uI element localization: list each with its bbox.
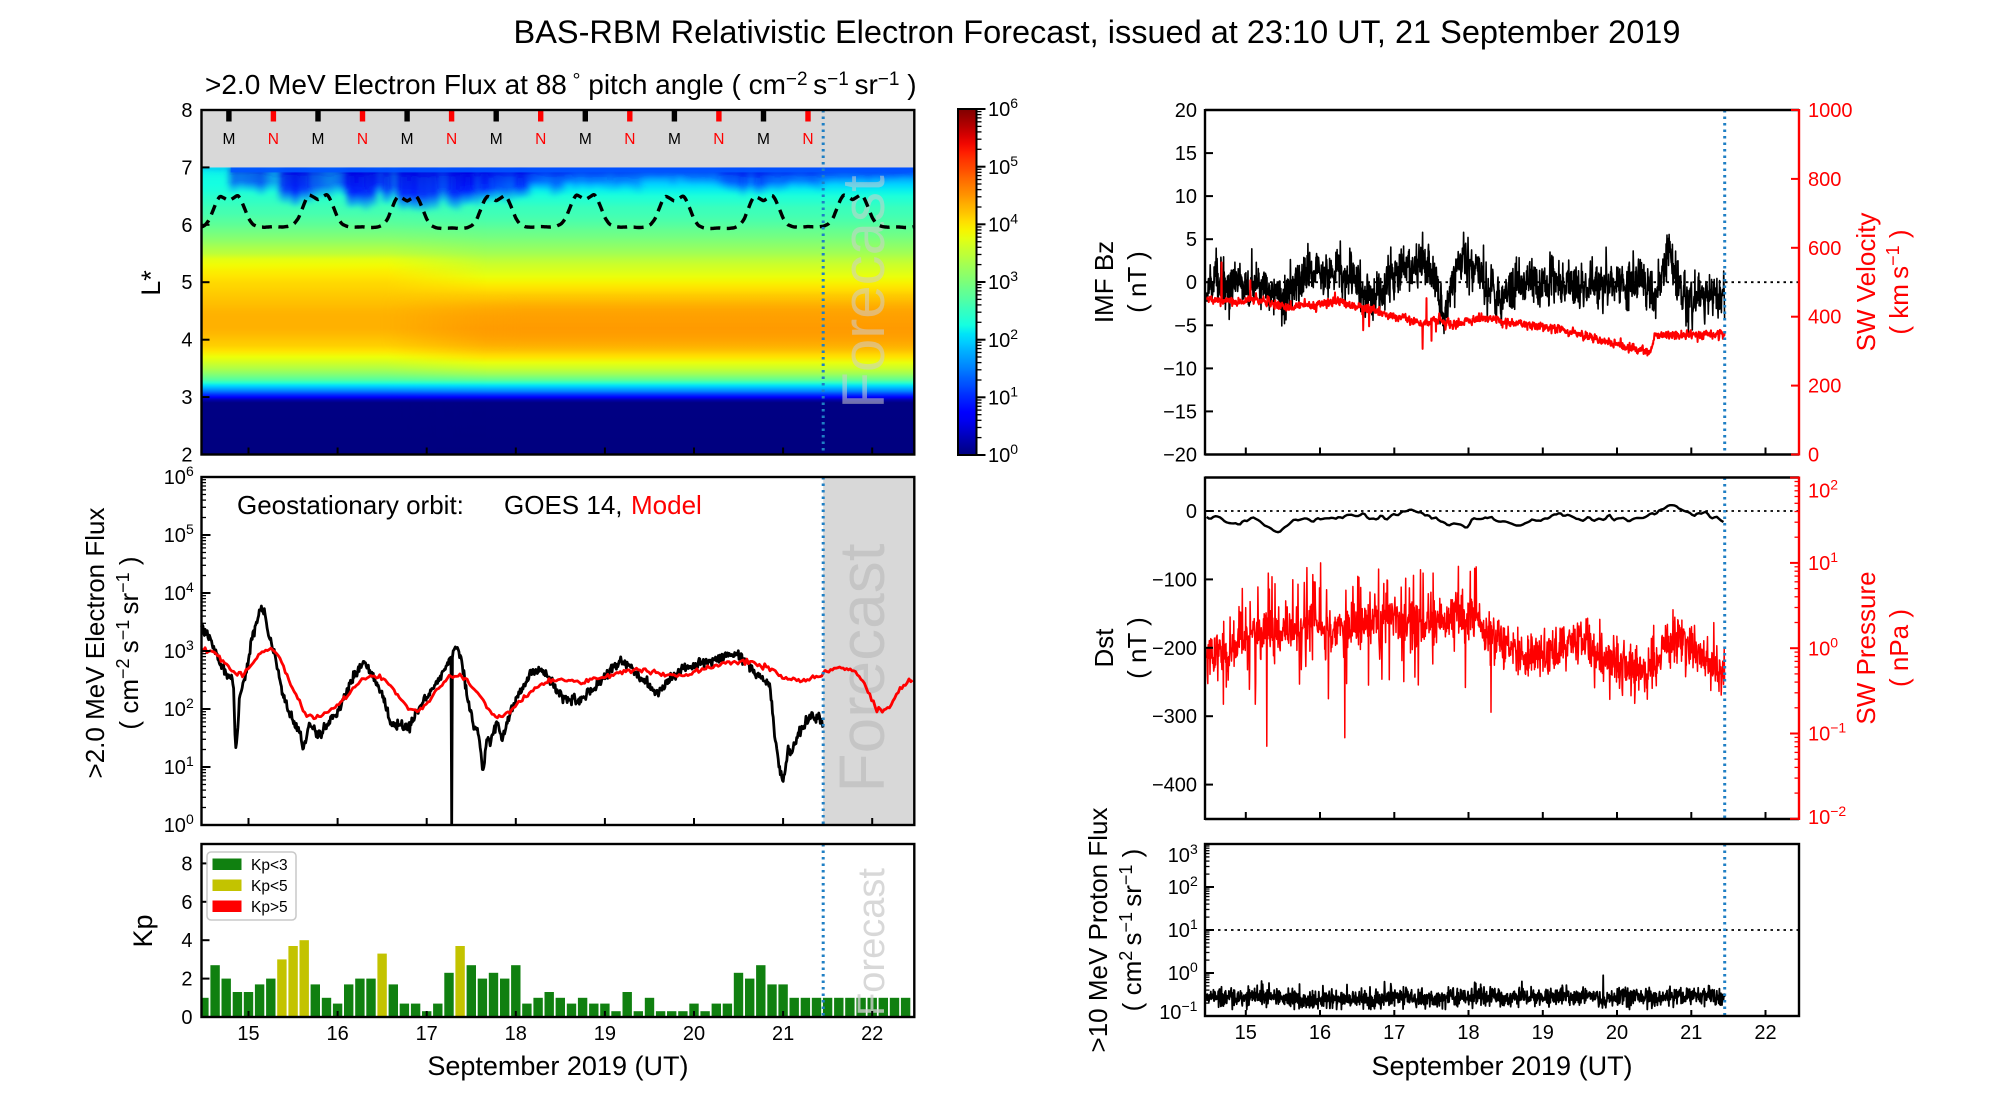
svg-text:Forecast: Forecast <box>830 175 897 409</box>
svg-text:21: 21 <box>1680 1022 1702 1044</box>
svg-text:10: 10 <box>1175 186 1197 208</box>
svg-text:Model: Model <box>631 490 702 520</box>
svg-text:M: M <box>490 131 503 148</box>
svg-text:15: 15 <box>1175 143 1197 165</box>
svg-text:10−1: 10−1 <box>1808 720 1846 746</box>
svg-text:SW Velocity: SW Velocity <box>1851 213 1881 352</box>
svg-text:N: N <box>624 131 635 148</box>
svg-text:1000: 1000 <box>1808 100 1853 122</box>
svg-text:Forecast: Forecast <box>851 868 893 1016</box>
svg-text:>2.0 MeV Electron Flux at 88 °: >2.0 MeV Electron Flux at 88 ° pitch ang… <box>205 69 917 100</box>
svg-text:N: N <box>268 131 279 148</box>
svg-text:BAS-RBM Relativistic Electron: BAS-RBM Relativistic Electron Forecast, … <box>514 14 1681 50</box>
svg-text:15: 15 <box>237 1023 259 1045</box>
svg-text:−10: −10 <box>1163 358 1197 380</box>
svg-text:100: 100 <box>988 441 1018 467</box>
svg-text:21: 21 <box>772 1023 794 1045</box>
svg-text:15: 15 <box>1235 1022 1257 1044</box>
svg-text:400: 400 <box>1808 307 1841 329</box>
svg-text:0: 0 <box>1186 501 1197 523</box>
svg-text:( cm−2 s−1 sr−1 ): ( cm−2 s−1 sr−1 ) <box>113 556 144 729</box>
svg-text:September 2019 (UT): September 2019 (UT) <box>427 1051 688 1081</box>
svg-text:10−2: 10−2 <box>1808 803 1846 829</box>
svg-text:M: M <box>312 131 325 148</box>
svg-text:20: 20 <box>1606 1022 1628 1044</box>
svg-text:( nPa ): ( nPa ) <box>1884 609 1914 687</box>
svg-text:N: N <box>802 131 813 148</box>
svg-text:−5: −5 <box>1174 315 1197 337</box>
svg-text:20: 20 <box>1175 100 1197 122</box>
svg-text:−15: −15 <box>1163 401 1197 423</box>
svg-text:2: 2 <box>181 445 192 467</box>
svg-text:Kp<3: Kp<3 <box>251 857 288 874</box>
svg-text:M: M <box>668 131 681 148</box>
svg-text:−200: −200 <box>1152 638 1197 660</box>
svg-text:−400: −400 <box>1152 775 1197 797</box>
svg-text:0: 0 <box>181 1007 192 1029</box>
svg-text:M: M <box>757 131 770 148</box>
svg-text:22: 22 <box>861 1023 883 1045</box>
svg-text:18: 18 <box>505 1023 527 1045</box>
svg-text:4: 4 <box>181 330 192 352</box>
svg-text:GOES 14,: GOES 14, <box>504 490 623 520</box>
svg-text:−300: −300 <box>1152 706 1197 728</box>
svg-text:IMF Bz: IMF Bz <box>1089 241 1119 323</box>
svg-text:N: N <box>357 131 368 148</box>
svg-text:3: 3 <box>181 387 192 409</box>
svg-text:600: 600 <box>1808 238 1841 260</box>
svg-text:( nT ): ( nT ) <box>1122 251 1152 313</box>
svg-text:19: 19 <box>594 1023 616 1045</box>
svg-text:0: 0 <box>1808 445 1819 467</box>
svg-text:Kp>5: Kp>5 <box>251 899 288 916</box>
svg-text:N: N <box>446 131 457 148</box>
svg-text:16: 16 <box>1309 1022 1331 1044</box>
svg-text:Geostationary orbit:: Geostationary orbit: <box>237 490 464 520</box>
svg-text:800: 800 <box>1808 169 1841 191</box>
svg-text:( km s−1 ): ( km s−1 ) <box>1883 229 1914 334</box>
svg-text:( nT ): ( nT ) <box>1122 617 1152 679</box>
svg-text:7: 7 <box>181 157 192 179</box>
svg-text:22: 22 <box>1754 1022 1776 1044</box>
svg-text:>2.0 MeV Electron Flux: >2.0 MeV Electron Flux <box>80 508 110 779</box>
svg-text:8: 8 <box>181 100 192 122</box>
svg-text:N: N <box>535 131 546 148</box>
svg-text:Dst: Dst <box>1089 628 1119 668</box>
svg-text:18: 18 <box>1457 1022 1479 1044</box>
svg-text:0: 0 <box>1186 272 1197 294</box>
svg-text:M: M <box>401 131 414 148</box>
svg-text:>10 MeV Proton Flux: >10 MeV Proton Flux <box>1083 808 1113 1053</box>
svg-text:SW Pressure: SW Pressure <box>1851 571 1881 724</box>
svg-text:17: 17 <box>416 1023 438 1045</box>
svg-text:N: N <box>713 131 724 148</box>
svg-text:5: 5 <box>1186 229 1197 251</box>
svg-text:September 2019 (UT): September 2019 (UT) <box>1371 1051 1632 1081</box>
svg-text:−20: −20 <box>1163 445 1197 467</box>
svg-text:−100: −100 <box>1152 569 1197 591</box>
svg-text:L*: L* <box>136 270 166 296</box>
svg-text:Kp<5: Kp<5 <box>251 878 288 895</box>
svg-text:17: 17 <box>1383 1022 1405 1044</box>
svg-text:200: 200 <box>1808 376 1841 398</box>
svg-text:M: M <box>579 131 592 148</box>
svg-text:2: 2 <box>181 969 192 991</box>
svg-text:M: M <box>222 131 235 148</box>
svg-text:8: 8 <box>181 853 192 875</box>
svg-text:16: 16 <box>326 1023 348 1045</box>
svg-text:19: 19 <box>1532 1022 1554 1044</box>
svg-text:4: 4 <box>181 930 192 952</box>
svg-text:10−1: 10−1 <box>1159 998 1197 1024</box>
svg-text:5: 5 <box>181 272 192 294</box>
svg-text:6: 6 <box>181 215 192 237</box>
svg-text:Kp: Kp <box>128 914 158 947</box>
svg-text:6: 6 <box>181 892 192 914</box>
svg-text:20: 20 <box>683 1023 705 1045</box>
